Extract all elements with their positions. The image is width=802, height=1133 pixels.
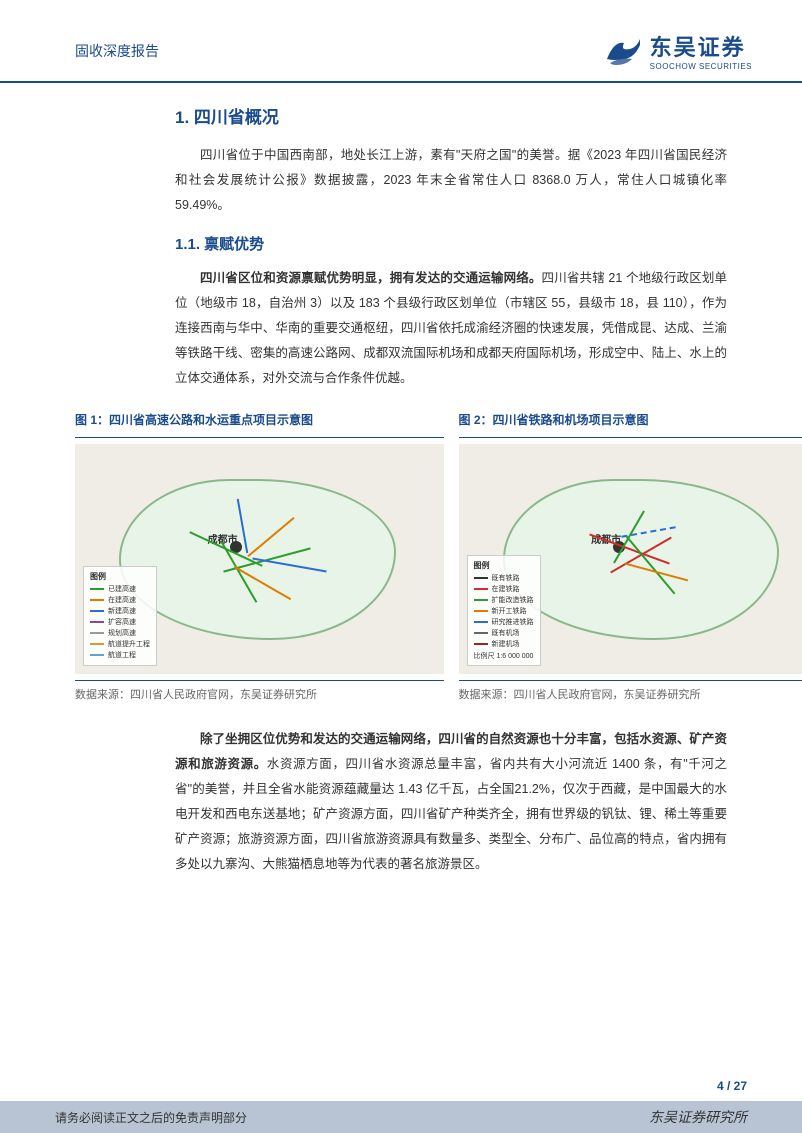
legend-item: 新建高速 (90, 606, 150, 616)
company-logo-block: 东吴证券 SOOCHOW SECURITIES (602, 30, 752, 71)
para2-rest: 水资源方面，四川省水资源总量丰富，省内共有大小河流近 1400 条，有"千河之省… (175, 757, 727, 871)
legend-item: 在建高速 (90, 595, 150, 605)
legend-item: 既有机场 (474, 628, 534, 638)
company-name-cn: 东吴证券 (650, 30, 752, 62)
section-1-1-title: 1.1. 禀赋优势 (175, 233, 727, 254)
fig2-legend: 图例 既有铁路在建铁路扩能改造铁路新开工铁路研究推进铁路既有机场新建机场 比例尺… (467, 555, 541, 666)
footer-bar: 请务必阅读正文之后的免责声明部分 东吴证券研究所 (0, 1101, 802, 1133)
figures-row: 图 1：四川省高速公路和水运重点项目示意图 成都市 图例 已建高速在建高速新建高… (65, 411, 802, 702)
section-1-1-para2: 除了坐拥区位优势和发达的交通运输网络，四川省的自然资源也十分丰富，包括水资源、矿… (175, 727, 727, 877)
page-footer: 4 / 27 请务必阅读正文之后的免责声明部分 东吴证券研究所 (0, 1079, 802, 1133)
fig1-legend: 图例 已建高速在建高速新建高速扩容高速规划高速航道提升工程航道工程 (83, 566, 157, 666)
legend-item: 既有铁路 (474, 573, 534, 583)
institute-name: 东吴证券研究所 (649, 1107, 747, 1127)
legend-item: 新建机场 (474, 639, 534, 649)
figure-1-source: 数据来源：四川省人民政府官网，东吴证券研究所 (75, 680, 444, 702)
page-header: 固收深度报告 东吴证券 SOOCHOW SECURITIES (0, 0, 802, 83)
legend-item: 航道提升工程 (90, 639, 150, 649)
fig2-scale: 比例尺 1:6 000 000 (474, 651, 534, 661)
figure-1-title: 图 1：四川省高速公路和水运重点项目示意图 (75, 411, 444, 428)
legend-item: 研究推进铁路 (474, 617, 534, 627)
figure-2-block: 图 2：四川省铁路和机场项目示意图 成都市 图例 既有铁路在建铁路扩能改造铁路新… (459, 411, 802, 702)
legend-item: 规划高速 (90, 628, 150, 638)
para1-bold: 四川省区位和资源禀赋优势明显，拥有发达的交通运输网络。 (200, 271, 542, 285)
fig2-legend-title: 图例 (474, 560, 534, 571)
legend-item: 扩能改造铁路 (474, 595, 534, 605)
page-number: 4 / 27 (0, 1079, 802, 1101)
figure-1-block: 图 1：四川省高速公路和水运重点项目示意图 成都市 图例 已建高速在建高速新建高… (75, 411, 444, 702)
logo-text: 东吴证券 SOOCHOW SECURITIES (650, 30, 752, 71)
section-1-title: 1. 四川省概况 (175, 103, 727, 128)
section-1-1-para1: 四川省区位和资源禀赋优势明显，拥有发达的交通运输网络。四川省共辖 21 个地级行… (175, 266, 727, 391)
legend-item: 扩容高速 (90, 617, 150, 627)
fig1-legend-title: 图例 (90, 571, 150, 582)
figure-1-map: 成都市 图例 已建高速在建高速新建高速扩容高速规划高速航道提升工程航道工程 (75, 444, 444, 674)
disclaimer-text: 请务必阅读正文之后的免责声明部分 (55, 1109, 247, 1126)
legend-item: 新开工铁路 (474, 606, 534, 616)
report-type: 固收深度报告 (75, 41, 159, 61)
figure-2-title: 图 2：四川省铁路和机场项目示意图 (459, 411, 802, 428)
legend-item: 已建高速 (90, 584, 150, 594)
para1-rest: 四川省共辖 21 个地级行政区划单位（地级市 18，自治州 3）以及 183 个… (175, 271, 727, 385)
main-content: 1. 四川省概况 四川省位于中国西南部，地处长江上游，素有"天府之国"的美誉。据… (0, 103, 802, 877)
section-1-intro: 四川省位于中国西南部，地处长江上游，素有"天府之国"的美誉。据《2023 年四川… (175, 143, 727, 218)
company-name-en: SOOCHOW SECURITIES (650, 62, 752, 71)
legend-item: 在建铁路 (474, 584, 534, 594)
figure-2-source: 数据来源：四川省人民政府官网，东吴证券研究所 (459, 680, 802, 702)
figure-2-map: 成都市 图例 既有铁路在建铁路扩能改造铁路新开工铁路研究推进铁路既有机场新建机场… (459, 444, 802, 674)
soochow-logo-icon (602, 31, 642, 71)
legend-item: 航道工程 (90, 650, 150, 660)
